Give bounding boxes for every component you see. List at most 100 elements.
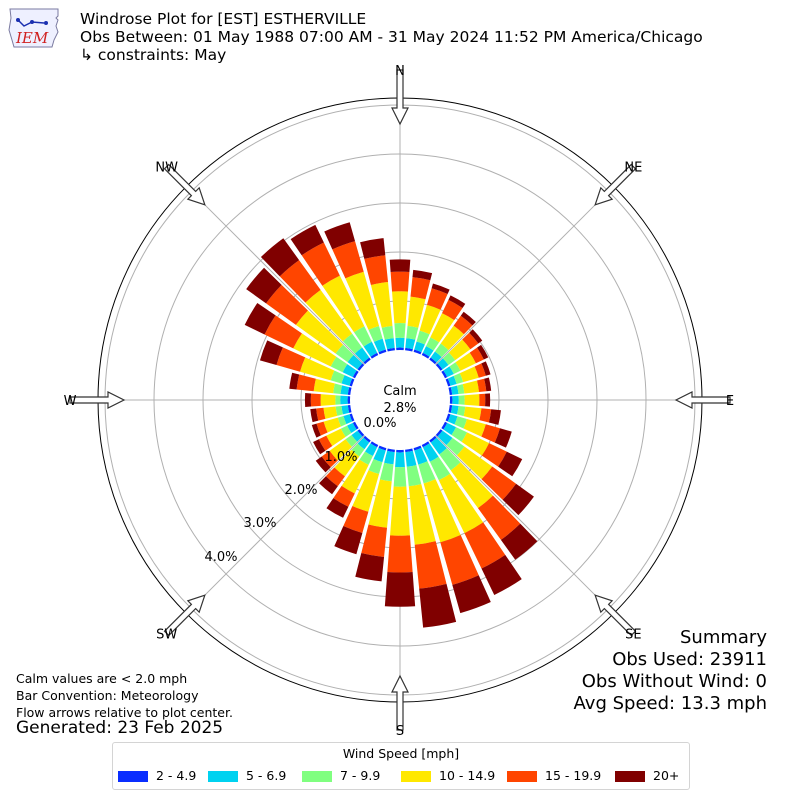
wind-bar <box>449 396 453 404</box>
bar-convention-note: Bar Convention: Meteorology <box>16 688 199 703</box>
wind-bar <box>354 347 370 363</box>
wind-bar <box>481 443 507 467</box>
wind-bar <box>439 448 461 471</box>
wind-bar <box>392 291 408 324</box>
direction-arrow-icon <box>391 69 409 126</box>
wind-bar <box>494 428 512 448</box>
wind-bar <box>448 405 453 413</box>
wind-bar <box>373 338 386 353</box>
wind-bar <box>370 352 379 359</box>
wind-bar <box>340 395 348 405</box>
wind-bar <box>421 441 430 448</box>
wind-bar <box>408 484 436 545</box>
wind-bar <box>357 363 365 371</box>
legend-label: 5 - 6.9 <box>246 768 287 783</box>
obs-without-wind: Obs Without Wind: 0 <box>581 671 767 692</box>
direction-label: SW <box>156 627 177 642</box>
grid-spoke <box>435 186 614 365</box>
radial-tick-label: 0.0% <box>363 416 396 431</box>
legend-item: 20+ <box>615 768 679 783</box>
wind-bar <box>502 483 534 516</box>
direction-label: E <box>726 394 734 409</box>
wind-bar <box>464 522 506 569</box>
wind-bar <box>426 337 440 351</box>
wind-bar <box>463 406 482 421</box>
wind-bar <box>347 422 357 434</box>
wind-bar <box>334 449 360 477</box>
wind-bar <box>445 378 451 387</box>
wind-bar <box>378 349 387 355</box>
wind-bar <box>334 526 363 555</box>
wind-bar <box>341 405 350 415</box>
wind-bar <box>414 541 447 589</box>
wind-bar <box>319 476 338 495</box>
wind-bar <box>421 352 430 359</box>
wind-bar <box>361 524 388 557</box>
wind-bar <box>384 572 416 607</box>
generated-date: Generated: 23 Feb 2025 <box>16 718 224 738</box>
legend-title: Wind Speed [mph] <box>342 746 460 761</box>
wind-bar <box>418 461 436 484</box>
wind-bar <box>419 583 457 628</box>
wind-bar <box>387 448 395 453</box>
wind-bar <box>447 414 458 425</box>
wind-bar <box>453 315 473 335</box>
wind-bar <box>359 451 373 465</box>
chart-title: Windrose Plot for [EST] ESTHERVILLE <box>80 10 367 28</box>
wind-bar <box>357 429 365 437</box>
wind-bar <box>323 417 341 433</box>
wind-bar <box>381 325 394 340</box>
wind-bar <box>498 451 523 477</box>
wind-bar <box>352 421 359 430</box>
direction-label: SE <box>625 627 641 642</box>
wind-bar <box>405 347 413 352</box>
wind-bar <box>335 344 354 363</box>
wind-bar <box>450 385 459 395</box>
flow-arrows-note: Flow arrows relative to plot center. <box>16 705 233 720</box>
legend-item: 10 - 14.9 <box>401 768 495 783</box>
wind-bar <box>413 445 422 451</box>
wind-bar <box>332 241 364 279</box>
wind-bar <box>293 333 337 367</box>
wind-bar <box>390 486 410 536</box>
wind-bar <box>412 269 433 281</box>
wind-bar <box>469 347 484 364</box>
calm-label: Calm <box>383 384 416 399</box>
legend-swatch <box>615 771 645 782</box>
wind-bar <box>316 407 326 421</box>
wind-bar <box>276 347 306 372</box>
legend-item: 7 - 9.9 <box>302 768 380 783</box>
direction-arrow-icon <box>594 163 637 206</box>
wind-bar <box>347 387 352 395</box>
wind-bar <box>345 271 380 330</box>
wind-bar <box>438 473 484 534</box>
wind-bar <box>324 222 356 250</box>
wind-bar <box>451 427 468 442</box>
wind-bar <box>414 341 425 353</box>
obs-used: Obs Used: 23911 <box>612 649 767 670</box>
wind-bar <box>406 465 422 487</box>
wind-bar <box>259 340 283 366</box>
wind-bar <box>450 405 459 415</box>
wind-bar <box>330 370 345 384</box>
wind-bar <box>246 267 282 304</box>
wind-bar <box>363 357 371 365</box>
wind-bar <box>315 456 331 473</box>
wind-bar <box>443 422 457 435</box>
wind-bar <box>351 443 365 457</box>
wind-bar <box>441 421 448 430</box>
legend-label: 15 - 19.9 <box>545 768 602 783</box>
avg-speed: Avg Speed: 13.3 mph <box>573 693 767 714</box>
wind-bar <box>335 395 341 405</box>
wind-bar <box>355 552 385 582</box>
wind-bar <box>405 450 417 467</box>
wind-bar <box>445 413 451 422</box>
wind-bar <box>295 310 344 354</box>
wind-bar <box>431 283 450 295</box>
wind-bar <box>485 393 491 407</box>
wind-bar <box>481 424 500 443</box>
wind-bar <box>337 416 347 427</box>
wind-bar <box>452 395 459 405</box>
legend-swatch <box>401 771 431 782</box>
